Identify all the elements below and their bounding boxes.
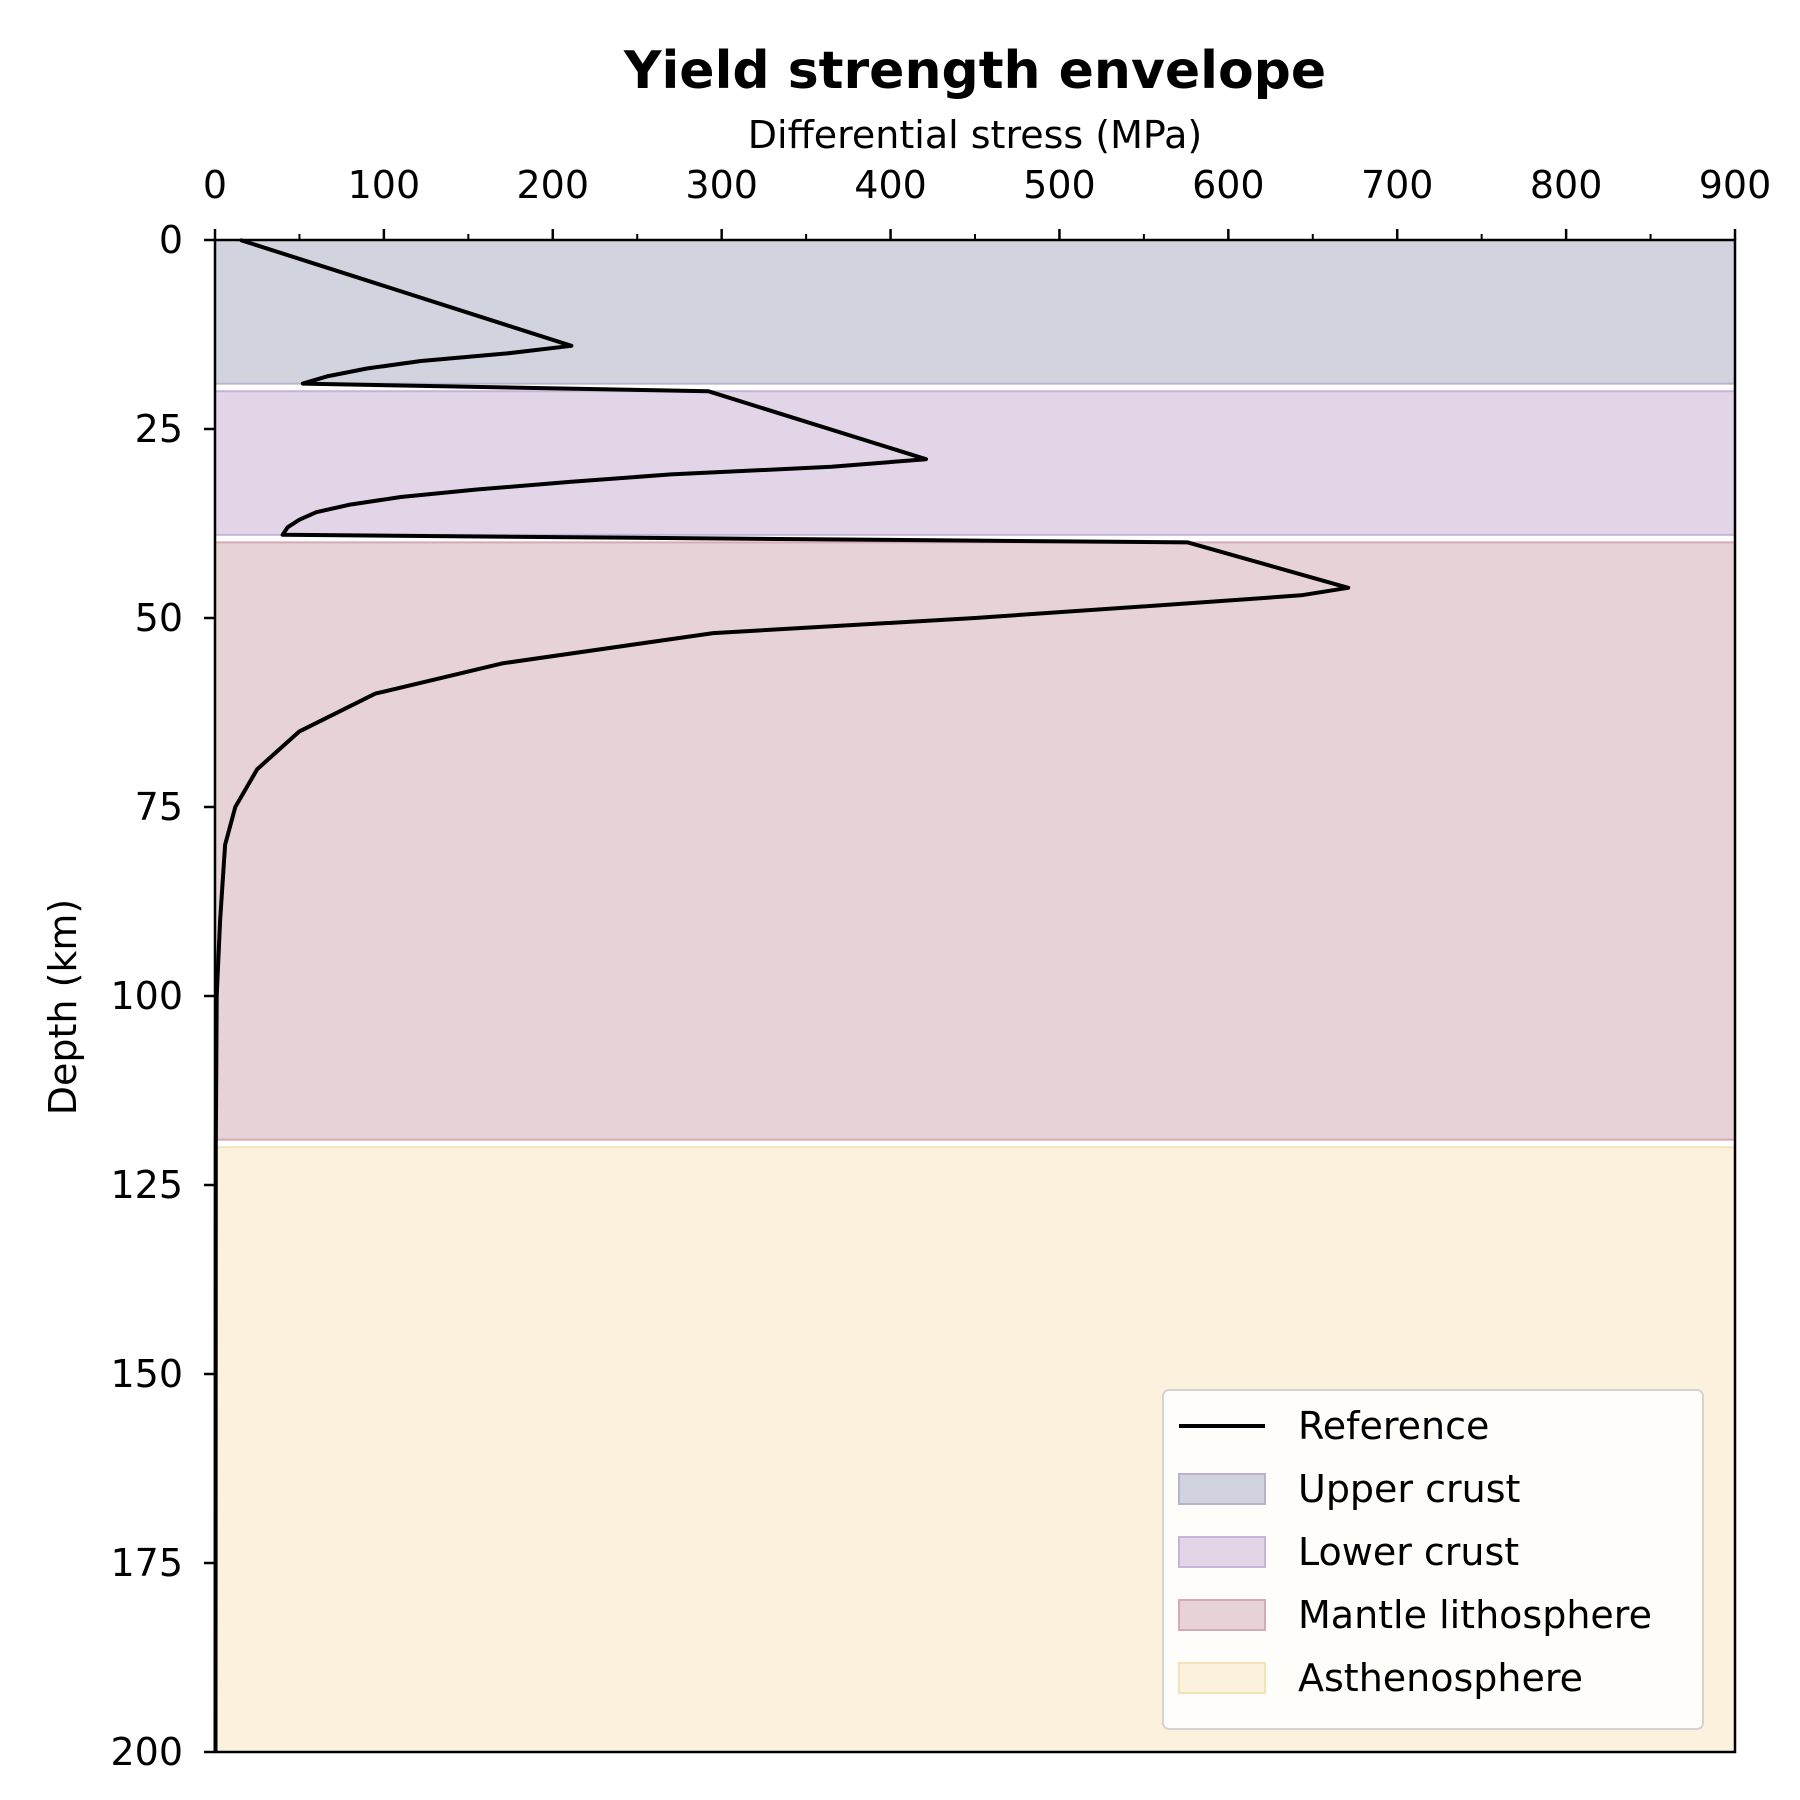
y-tick-label-7: 175 — [110, 1541, 183, 1585]
x-axis-label: Differential stress (MPa) — [748, 113, 1202, 157]
x-tick-label-9: 900 — [1699, 163, 1772, 207]
x-ticks: 0 100 200 300 400 500 600 700 800 900 — [203, 163, 1771, 240]
x-tick-label-0: 0 — [203, 163, 227, 207]
layer-bands — [214, 239, 1736, 1753]
y-tick-label-3: 75 — [135, 785, 183, 829]
layer-band-0 — [214, 239, 1736, 385]
chart-title: Yield strength envelope — [623, 41, 1326, 101]
legend-label-layer-3: Asthenosphere — [1298, 1656, 1583, 1700]
y-tick-label-1: 25 — [135, 407, 183, 451]
legend-swatch-2 — [1178, 1599, 1266, 1631]
legend-label-layer-2: Mantle lithosphere — [1298, 1593, 1652, 1637]
x-tick-label-3: 300 — [685, 163, 758, 207]
x-tick-label-2: 200 — [517, 163, 590, 207]
legend: Reference Upper crust Lower crust Mantle li… — [1162, 1389, 1704, 1730]
x-tick-label-6: 600 — [1192, 163, 1265, 207]
x-tick-label-4: 400 — [854, 163, 927, 207]
y-tick-label-6: 150 — [110, 1352, 183, 1396]
legend-swatch-1 — [1178, 1536, 1266, 1568]
legend-swatch-0 — [1178, 1473, 1266, 1505]
y-tick-label-4: 100 — [110, 974, 183, 1018]
y-tick-label-2: 50 — [135, 596, 183, 640]
layer-band-1 — [214, 390, 1736, 536]
y-tick-label-5: 125 — [110, 1163, 183, 1207]
legend-label-layer-1: Lower crust — [1298, 1530, 1519, 1574]
legend-label-layer-0: Upper crust — [1298, 1467, 1520, 1511]
y-ticks: 0 25 50 75 100 125 150 175 200 — [110, 218, 215, 1774]
layer-band-2 — [214, 541, 1736, 1141]
x-tick-label-1: 100 — [348, 163, 421, 207]
legend-swatch-3 — [1178, 1662, 1266, 1694]
series-line-0 — [213, 238, 1351, 1753]
legend-label-series-0: Reference — [1298, 1404, 1489, 1448]
x-tick-label-7: 700 — [1361, 163, 1434, 207]
x-tick-label-5: 500 — [1023, 163, 1096, 207]
y-tick-label-0: 0 — [159, 218, 183, 262]
y-axis-label: Depth (km) — [41, 899, 85, 1116]
legend-box — [1162, 1389, 1704, 1730]
y-tick-label-8: 200 — [110, 1730, 183, 1774]
x-tick-label-8: 800 — [1530, 163, 1603, 207]
reference-curve-group — [213, 238, 1351, 1753]
